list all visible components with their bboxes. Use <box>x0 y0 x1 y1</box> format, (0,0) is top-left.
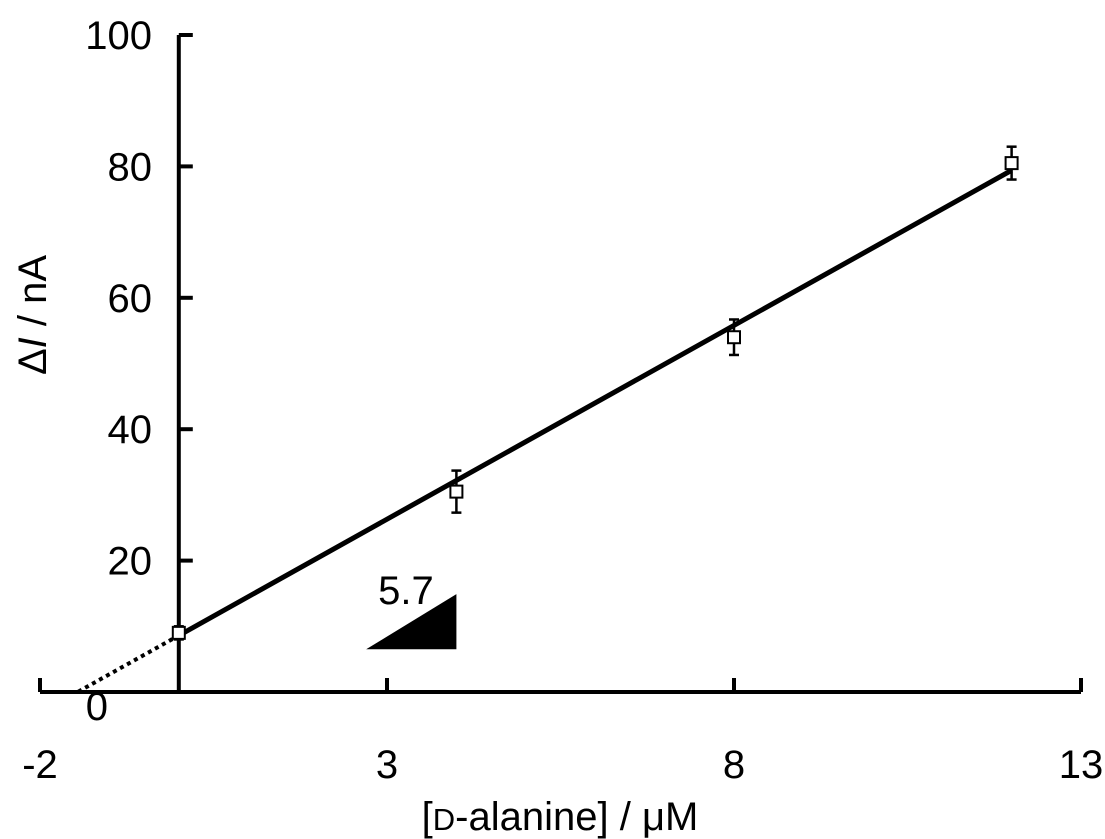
x-axis-title-part-3: -alanine] / μM <box>455 795 698 839</box>
slope-value-label: 5.7 <box>378 569 434 613</box>
x-axis-title-part-2: D <box>433 802 455 837</box>
x-tick-label: 3 <box>376 743 398 787</box>
y-axis-title: ΔI / nA <box>11 255 55 375</box>
y-tick-label: 60 <box>108 277 153 321</box>
data-point <box>727 330 741 345</box>
y-tick-label: 40 <box>108 408 153 452</box>
x-tick-label: 8 <box>723 743 745 787</box>
slope-triangle <box>366 594 457 650</box>
axes <box>40 35 1081 694</box>
data-point <box>1004 156 1019 171</box>
fit-line-group <box>77 168 1013 694</box>
y-tick-label: 20 <box>108 540 153 584</box>
y-tick-label: 80 <box>108 145 153 189</box>
y-axis-title-part-2: I <box>11 337 55 348</box>
y-axis-title-part-3: / nA <box>11 255 55 338</box>
tick-labels: -2 3 8 13 0 20 40 60 80 100 <box>22 14 1103 787</box>
data-point <box>171 625 186 640</box>
x-axis-title: [D-alanine] / μM <box>422 795 699 839</box>
fit-line-extrapolation <box>77 633 180 694</box>
y-tick-label: 0 <box>86 685 108 729</box>
y-axis-title-part-1: Δ <box>11 348 55 375</box>
x-axis-title-part-1: [ <box>422 795 433 839</box>
y-tick-label: 100 <box>85 14 152 58</box>
x-tick-label: 13 <box>1059 743 1104 787</box>
data-point <box>449 484 464 499</box>
data-points <box>171 145 1019 641</box>
slope-annotation: 5.7 <box>366 569 457 650</box>
fit-line <box>177 168 1013 638</box>
x-tick-label: -2 <box>22 743 58 787</box>
ticks <box>38 33 1083 692</box>
